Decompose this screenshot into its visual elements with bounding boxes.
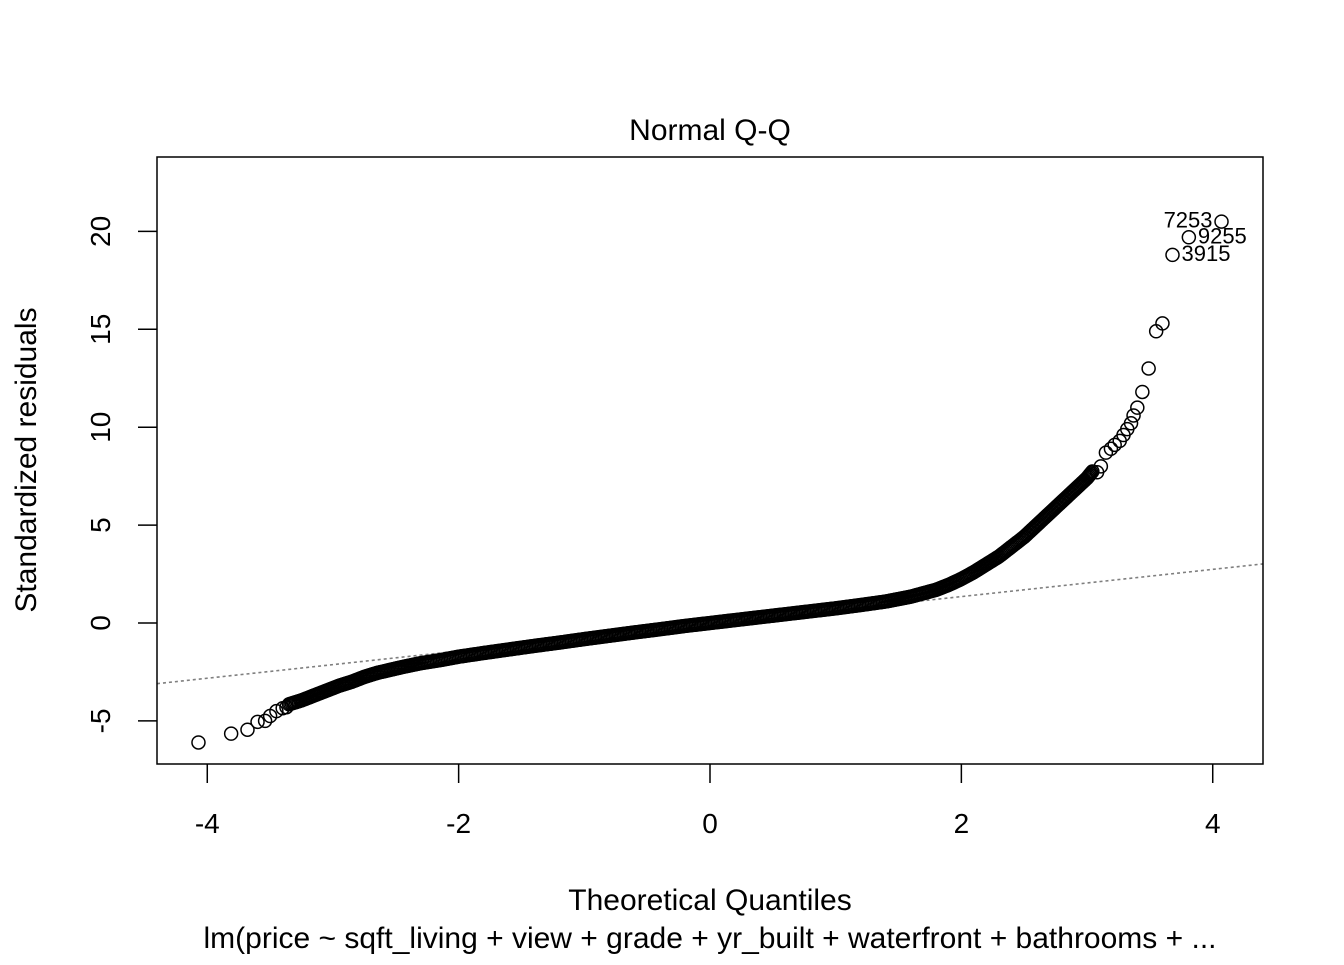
x-tick-label: 0	[702, 808, 718, 839]
qq-point	[1155, 316, 1170, 331]
y-tick-label: 15	[85, 314, 116, 345]
y-tick-label: 10	[85, 412, 116, 443]
qq-point	[1126, 408, 1141, 423]
y-axis-label: Standardized residuals	[10, 307, 43, 612]
qq-point	[1103, 441, 1119, 457]
y-tick-label: 0	[85, 615, 116, 631]
point-label: 7253	[1164, 208, 1213, 233]
x-axis-label: Theoretical Quantiles	[568, 884, 851, 917]
qq-point	[1135, 384, 1150, 400]
qq-point	[240, 722, 255, 737]
qq-point	[1141, 361, 1156, 376]
point-label: 3915	[1182, 241, 1231, 266]
qq-point	[1130, 400, 1145, 415]
qq-point	[1214, 214, 1229, 229]
qq-points-layer	[191, 214, 1229, 750]
qq-point	[223, 726, 239, 741]
qq-point-dense	[1085, 464, 1100, 479]
qq-point	[1107, 437, 1122, 453]
qq-point-dense	[1081, 468, 1097, 484]
qq-point-dense	[1082, 467, 1097, 482]
qq-point-dense	[1083, 466, 1098, 481]
y-tick-label: -5	[85, 708, 116, 733]
qq-points-dense-layer	[281, 464, 1100, 712]
chart-title: Normal Q-Q	[629, 114, 791, 147]
x-tick-label: 4	[1205, 808, 1221, 839]
plot-frame	[156, 156, 1264, 765]
model-formula-subtitle: lm(price ~ sqft_living + view + grade + …	[204, 922, 1217, 955]
qq-point	[1165, 247, 1180, 263]
qq-point	[257, 713, 273, 729]
point-label: 9255	[1198, 223, 1247, 248]
qq-point	[1123, 416, 1139, 431]
x-tick-label: -4	[195, 808, 220, 839]
qq-point	[1181, 230, 1197, 245]
axes-layer: -4 -2 0 2 4 -5 0 5 10 15 20	[85, 216, 1221, 839]
y-tick-label: 20	[85, 216, 116, 247]
qq-point	[279, 699, 294, 715]
x-tick-label: -2	[446, 808, 471, 839]
y-tick-label: 5	[85, 517, 116, 533]
x-tick-label: 2	[954, 808, 970, 839]
qq-point	[191, 735, 206, 750]
qq-point	[250, 714, 265, 730]
qq-point	[1093, 459, 1109, 474]
qq-point	[1098, 445, 1114, 460]
